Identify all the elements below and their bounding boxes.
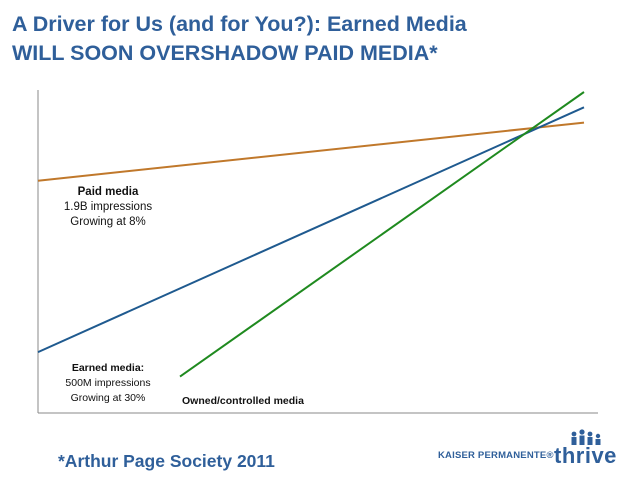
footnote: *Arthur Page Society 2011 bbox=[58, 451, 275, 471]
paid-media-growth: Growing at 8% bbox=[70, 216, 146, 228]
earned-media-label: Earned media: 500M impressions Growing a… bbox=[52, 361, 164, 406]
paid-media-label: Paid media 1.9B impressions Growing at 8… bbox=[52, 185, 164, 230]
earned-media-impressions: 500M impressions bbox=[65, 377, 151, 389]
logo-kaiser-text: KAISER PERMANENTE® bbox=[438, 450, 554, 461]
owned-media-label: Owned/controlled media bbox=[182, 395, 304, 407]
paid-media-heading: Paid media bbox=[77, 186, 139, 198]
series-line-owned-controlled-media bbox=[179, 91, 585, 378]
title-line-2: WILL SOON OVERSHADOW PAID MEDIA* bbox=[12, 41, 438, 65]
series-line-earned-media bbox=[37, 106, 585, 354]
slide-title: A Driver for Us (and for You?): Earned M… bbox=[12, 10, 632, 68]
earned-media-heading: Earned media: bbox=[71, 362, 145, 374]
people-logo-icon bbox=[571, 429, 601, 445]
kaiser-thrive-logo: KAISER PERMANENTE® thrive bbox=[438, 429, 618, 470]
paid-media-impressions: 1.9B impressions bbox=[63, 201, 153, 213]
earned-media-growth: Growing at 30% bbox=[70, 392, 146, 404]
title-line-1: A Driver for Us (and for You?): Earned M… bbox=[12, 12, 467, 36]
logo-thrive-text: thrive bbox=[554, 443, 617, 468]
series-line-paid-media bbox=[37, 121, 585, 182]
series-layer bbox=[37, 91, 585, 378]
